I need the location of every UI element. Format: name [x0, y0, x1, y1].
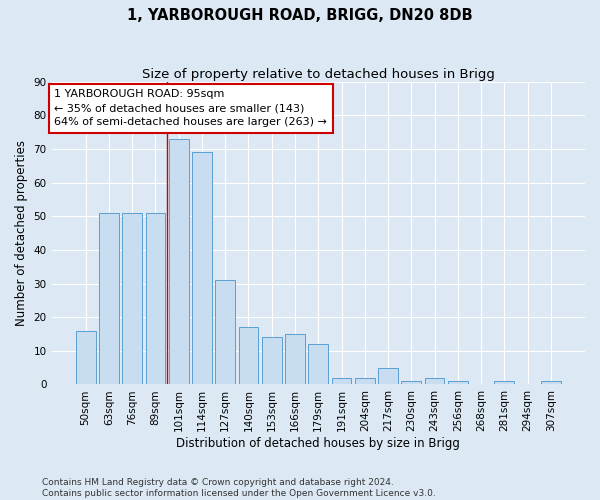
Text: Contains HM Land Registry data © Crown copyright and database right 2024.
Contai: Contains HM Land Registry data © Crown c… [42, 478, 436, 498]
Y-axis label: Number of detached properties: Number of detached properties [15, 140, 28, 326]
Bar [448, 381, 468, 384]
Bar [122, 213, 142, 384]
Bar [192, 152, 212, 384]
Bar [332, 378, 352, 384]
Bar [378, 368, 398, 384]
Text: 1, YARBOROUGH ROAD, BRIGG, DN20 8DB: 1, YARBOROUGH ROAD, BRIGG, DN20 8DB [127, 8, 473, 22]
Bar [285, 334, 305, 384]
Bar [541, 381, 561, 384]
Bar [169, 139, 188, 384]
Title: Size of property relative to detached houses in Brigg: Size of property relative to detached ho… [142, 68, 495, 80]
X-axis label: Distribution of detached houses by size in Brigg: Distribution of detached houses by size … [176, 437, 460, 450]
Text: 1 YARBOROUGH ROAD: 95sqm
← 35% of detached houses are smaller (143)
64% of semi-: 1 YARBOROUGH ROAD: 95sqm ← 35% of detach… [54, 89, 327, 127]
Bar [215, 280, 235, 384]
Bar [99, 213, 119, 384]
Bar [239, 328, 259, 384]
Bar [425, 378, 445, 384]
Bar [355, 378, 374, 384]
Bar [76, 330, 95, 384]
Bar [494, 381, 514, 384]
Bar [146, 213, 166, 384]
Bar [401, 381, 421, 384]
Bar [308, 344, 328, 385]
Bar [262, 338, 281, 384]
